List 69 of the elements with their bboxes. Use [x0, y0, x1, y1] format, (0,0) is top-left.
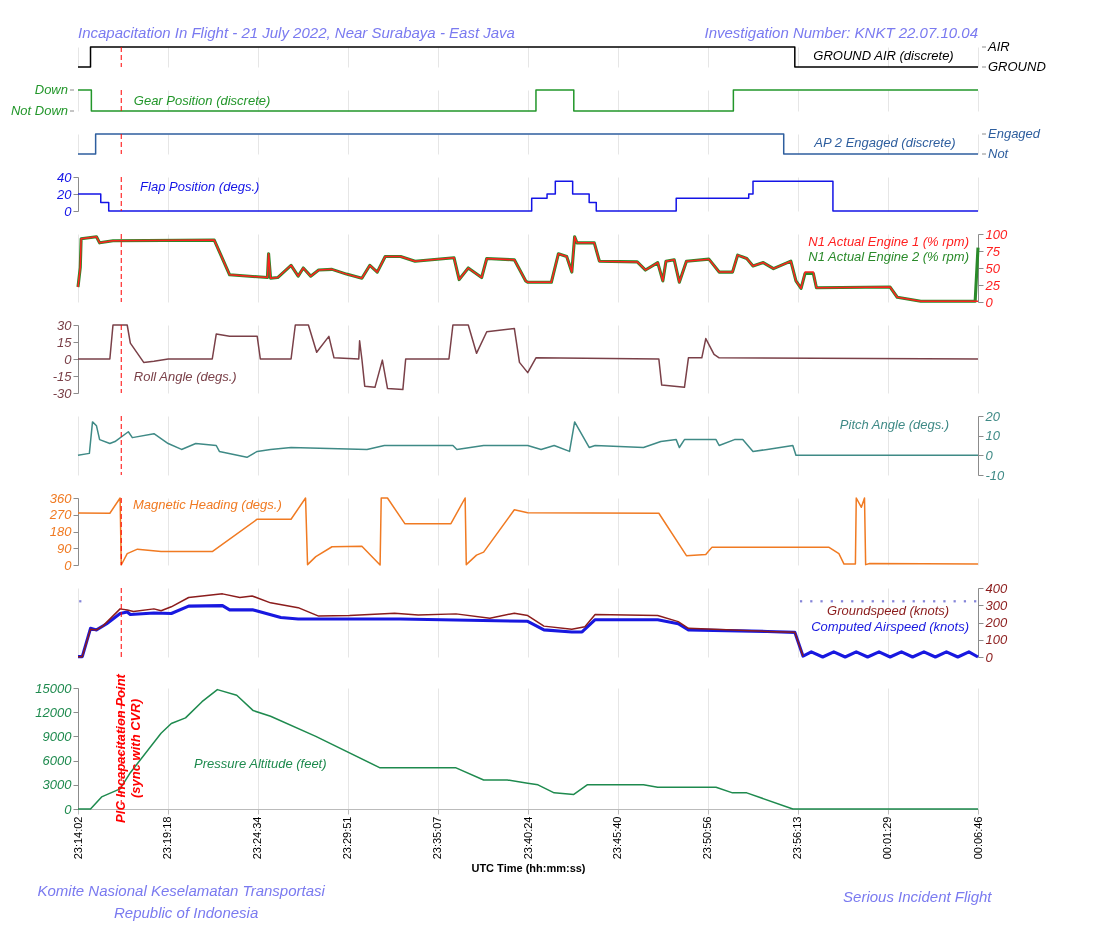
text: Down: [34, 82, 68, 97]
y2-tick-label: 75: [985, 243, 1001, 259]
series-label: Magnetic Heading (degs.): [132, 496, 282, 512]
y-tick-label: 180: [49, 524, 73, 539]
y2-tick-label: 0: [985, 294, 994, 310]
x-tick-label: 23:14:02: [71, 816, 84, 860]
y-tick-label: -30: [52, 385, 73, 401]
y-tick-label: 360: [49, 490, 73, 506]
y2-tick-label: 100: [985, 226, 1008, 242]
series-label: AP 2 Engaged (discrete): [813, 135, 956, 150]
y2-tick-label: 20: [984, 408, 1001, 424]
x-tick-label: 00:01:29: [881, 816, 894, 860]
y-tick-label: 40: [57, 169, 73, 185]
series-label: Flap Position (degs.): [140, 179, 260, 195]
x-tick-label: 23:24:34: [251, 816, 264, 860]
y-tick-label: 9000: [42, 728, 73, 744]
series-label: Computed Airspeed (knots): [811, 619, 969, 635]
x-tick-label: 23:50:56: [701, 816, 714, 860]
y-tick-label: 12000: [35, 704, 73, 720]
text: Groundspeed (knots): [827, 602, 950, 618]
series-label: GROUND AIR (discrete): [813, 48, 954, 63]
y-tick-label: 15000: [35, 680, 73, 696]
y2-tick-label: 300: [985, 597, 1008, 613]
text: Not Down: [10, 103, 68, 118]
x-axis-title: UTC Time (hh:mm:ss): [471, 862, 586, 875]
x-tick-label: 23:19:18: [161, 816, 174, 860]
y-tick-label: 6000: [42, 753, 73, 769]
series-label: Roll Angle (degs.): [133, 368, 237, 384]
x-tick-label: 00:06:46: [971, 816, 984, 860]
text: Republic of Indonesia: [114, 904, 259, 921]
y-tick-label: 90: [57, 540, 73, 556]
series-label: Pitch Angle (degs.): [839, 417, 950, 433]
series-label: N1 Actual Engine 2 (% rpm): [808, 249, 969, 265]
text: Investigation Number: KNKT 22.07.10.04: [704, 24, 978, 41]
text: Serious Incident Flight: [843, 888, 993, 905]
y-tick-label: 20: [56, 186, 73, 202]
x-tick-label: 23:56:13: [791, 816, 804, 860]
chart-title: Incapacitation In Flight - 21 July 2022, Near Surabaya - East Java: [78, 24, 515, 41]
y2-tick-label: 0: [985, 447, 994, 463]
y-tick-label: 270: [48, 507, 73, 523]
y-tick-label: 3000: [42, 777, 73, 793]
y2-tick-label: 100: [985, 632, 1008, 648]
text: Engaged: [988, 126, 1041, 141]
x-tick-label: 23:29:51: [341, 816, 354, 860]
y2-tick-label: 400: [985, 580, 1008, 596]
y2-tick-label: 200: [984, 615, 1008, 630]
y-tick-label: 0: [64, 801, 73, 817]
y-tick-label: 30: [57, 317, 73, 333]
y2-tick-label: 25: [984, 277, 1001, 293]
y2-tick-label: -10: [985, 467, 1006, 483]
x-tick-label: 23:40:24: [521, 816, 534, 860]
series-label: Gear Position (discrete): [133, 92, 271, 108]
series-label: Pressure Altitude (feet): [194, 756, 327, 772]
text: Not: [988, 146, 1010, 161]
y2-tick-label: 0: [985, 649, 994, 665]
y2-tick-label: 10: [985, 428, 1001, 444]
x-tick-label: 23:35:07: [431, 816, 444, 860]
series-label: N1 Actual Engine 1 (% rpm): [808, 234, 969, 250]
y-tick-label: -15: [52, 368, 73, 384]
text: GROUND: [988, 59, 1046, 74]
text: Komite Nasional Keselamatan Transportasi: [37, 882, 326, 899]
y-tick-label: 0: [64, 351, 73, 367]
ref-line-label: PIC Incapacitation Point (sync with CVR): [113, 673, 144, 823]
text: AIR: [987, 39, 1010, 54]
y-tick-label: 0: [64, 557, 73, 573]
y-tick-label: 0: [64, 203, 73, 219]
x-tick-label: 23:45:40: [611, 816, 624, 860]
y2-tick-label: 50: [985, 260, 1001, 276]
y-tick-label: 15: [57, 334, 73, 350]
